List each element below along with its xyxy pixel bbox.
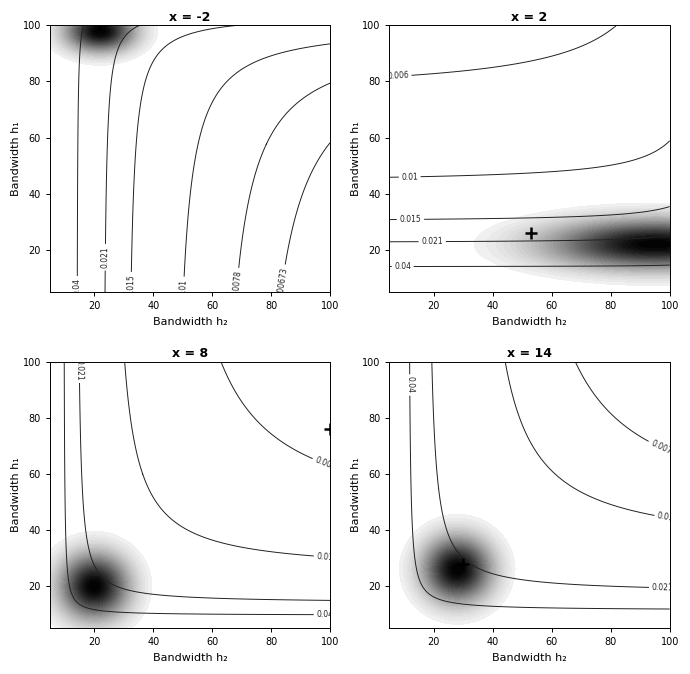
Text: 0.04: 0.04: [316, 610, 333, 619]
Text: 0.006: 0.006: [313, 456, 337, 472]
Title: x = 2: x = 2: [511, 11, 548, 24]
X-axis label: Bandwidth h₂: Bandwidth h₂: [152, 653, 228, 663]
Text: 0.04: 0.04: [405, 377, 414, 394]
Title: x = -2: x = -2: [169, 11, 210, 24]
X-axis label: Bandwidth h₂: Bandwidth h₂: [492, 653, 567, 663]
Text: 0.021: 0.021: [101, 247, 110, 268]
Text: 0.01: 0.01: [401, 173, 418, 181]
X-axis label: Bandwidth h₂: Bandwidth h₂: [492, 317, 567, 327]
Title: x = 8: x = 8: [172, 347, 208, 361]
Text: 0.00673: 0.00673: [275, 267, 289, 300]
Text: 0.0076: 0.0076: [649, 439, 678, 458]
Text: 0.01: 0.01: [316, 552, 333, 562]
Y-axis label: Bandwidth h₁: Bandwidth h₁: [351, 121, 361, 196]
X-axis label: Bandwidth h₂: Bandwidth h₂: [152, 317, 228, 327]
Text: 0.021: 0.021: [652, 583, 673, 592]
Y-axis label: Bandwidth h₁: Bandwidth h₁: [11, 121, 21, 196]
Text: 0.015: 0.015: [126, 274, 136, 297]
Text: 0.01: 0.01: [656, 512, 674, 523]
Text: 0.006: 0.006: [386, 71, 409, 82]
Text: 0.04: 0.04: [394, 262, 411, 271]
Y-axis label: Bandwidth h₁: Bandwidth h₁: [11, 458, 21, 532]
Text: 0.021: 0.021: [75, 359, 84, 380]
Text: 0.0078: 0.0078: [231, 270, 243, 298]
Text: 0.01: 0.01: [179, 278, 188, 296]
Text: 0.021: 0.021: [422, 237, 443, 246]
Y-axis label: Bandwidth h₁: Bandwidth h₁: [351, 458, 361, 532]
Text: 0.04: 0.04: [72, 278, 82, 295]
Title: x = 14: x = 14: [507, 347, 552, 361]
Text: 0.015: 0.015: [400, 215, 422, 224]
